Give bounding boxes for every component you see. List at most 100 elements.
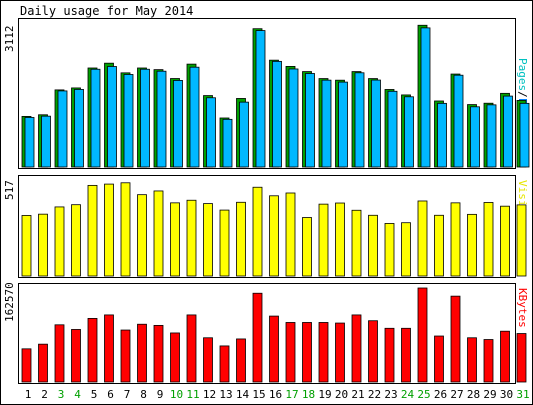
bar-visits-day-31 bbox=[516, 204, 527, 277]
x-tick-day-5: 5 bbox=[91, 388, 98, 401]
legend-text: KBytes bbox=[516, 288, 529, 328]
y-max-label-kbytes: 162570 bbox=[3, 282, 16, 322]
bars-kbytes bbox=[21, 287, 527, 383]
bar-visits-day-29 bbox=[483, 202, 494, 277]
bar-kbytes-day-1 bbox=[21, 348, 32, 383]
bar-visits-day-20 bbox=[335, 202, 345, 277]
bar-files-day-5 bbox=[90, 68, 101, 168]
bar-files-day-10 bbox=[173, 80, 183, 168]
bar-files-day-9 bbox=[156, 70, 167, 168]
y-max-label-visits: 517 bbox=[3, 180, 16, 200]
bar-visits-day-9 bbox=[153, 190, 164, 277]
bar-visits-day-17 bbox=[285, 192, 296, 277]
bar-visits-day-10 bbox=[170, 202, 180, 277]
bar-kbytes-day-5 bbox=[87, 318, 98, 383]
bar-visits-day-30 bbox=[500, 205, 510, 277]
bar-visits-day-7 bbox=[120, 182, 131, 277]
bar-visits-day-3 bbox=[54, 206, 65, 277]
x-tick-day-11: 11 bbox=[186, 388, 199, 401]
bar-visits-day-21 bbox=[351, 209, 362, 277]
x-tick-day-17: 17 bbox=[285, 388, 298, 401]
bar-kbytes-day-19 bbox=[318, 322, 329, 383]
x-tick-day-28: 28 bbox=[467, 388, 480, 401]
bar-visits-day-8 bbox=[137, 194, 147, 277]
x-tick-day-24: 24 bbox=[401, 388, 415, 401]
bar-files-day-24 bbox=[404, 96, 414, 168]
bar-kbytes-day-26 bbox=[434, 335, 444, 383]
chart-title: Daily usage for May 2014 bbox=[20, 4, 193, 18]
bar-kbytes-day-9 bbox=[153, 324, 164, 383]
bar-files-day-18 bbox=[305, 73, 315, 168]
x-tick-day-29: 29 bbox=[483, 388, 496, 401]
bar-visits-day-28 bbox=[467, 213, 477, 277]
legend-item-1: / bbox=[516, 91, 529, 98]
legend-item-0: Pages bbox=[516, 58, 529, 91]
bar-files-day-20 bbox=[338, 81, 348, 168]
bar-kbytes-day-15 bbox=[252, 292, 263, 383]
bar-kbytes-day-27 bbox=[450, 295, 461, 383]
bar-files-day-14 bbox=[239, 101, 249, 168]
bar-kbytes-day-8 bbox=[137, 323, 147, 383]
bar-files-day-6 bbox=[107, 66, 117, 168]
bar-files-day-30 bbox=[503, 95, 513, 168]
bar-visits-day-27 bbox=[450, 202, 461, 277]
x-tick-day-8: 8 bbox=[140, 388, 147, 401]
x-tick-day-16: 16 bbox=[269, 388, 282, 401]
panel-visits-frame bbox=[18, 175, 516, 278]
bar-kbytes-day-22 bbox=[368, 320, 378, 383]
bar-files-day-25 bbox=[420, 27, 431, 168]
bar-kbytes-day-24 bbox=[401, 327, 411, 383]
panel-kbytes-frame bbox=[18, 283, 516, 384]
x-tick-day-21: 21 bbox=[351, 388, 364, 401]
bar-visits-day-25 bbox=[417, 200, 428, 277]
bar-files-day-22 bbox=[371, 79, 381, 168]
bar-files-day-29 bbox=[486, 104, 497, 168]
bar-visits-day-16 bbox=[269, 195, 279, 277]
bar-kbytes-day-21 bbox=[351, 314, 362, 383]
bar-kbytes-day-12 bbox=[203, 337, 213, 383]
x-axis-day-labels: 1 2 3 4 5 6 7 8 9 10 11 12 13 14 15 16 17 18 19 20 21 22 23 24 2… bbox=[25, 388, 530, 401]
bars-visits bbox=[21, 182, 527, 277]
bar-kbytes-day-18 bbox=[302, 322, 312, 383]
bar-visits-day-12 bbox=[203, 203, 213, 277]
x-tick-day-26: 26 bbox=[434, 388, 447, 401]
x-tick-day-7: 7 bbox=[124, 388, 131, 401]
bar-kbytes-day-7 bbox=[120, 329, 131, 383]
bar-files-day-16 bbox=[272, 60, 282, 168]
bar-kbytes-day-20 bbox=[335, 322, 345, 383]
bar-files-day-2 bbox=[41, 115, 51, 168]
bar-files-day-11 bbox=[189, 66, 200, 168]
bar-visits-day-6 bbox=[104, 183, 114, 277]
bar-kbytes-day-30 bbox=[500, 330, 510, 383]
bar-kbytes-day-31 bbox=[516, 333, 527, 383]
bar-visits-day-14 bbox=[236, 201, 246, 277]
bar-visits-day-4 bbox=[71, 204, 81, 277]
bar-files-day-26 bbox=[437, 102, 447, 168]
x-tick-day-12: 12 bbox=[203, 388, 216, 401]
x-tick-day-4: 4 bbox=[74, 388, 81, 401]
bar-files-day-4 bbox=[74, 89, 84, 168]
x-tick-day-15: 15 bbox=[252, 388, 265, 401]
bar-visits-day-2 bbox=[38, 213, 48, 277]
bar-kbytes-day-4 bbox=[71, 329, 81, 383]
bar-files-day-7 bbox=[123, 74, 134, 168]
legend-item-0: KBytes bbox=[516, 288, 529, 328]
x-tick-day-18: 18 bbox=[302, 388, 315, 401]
bar-files-day-21 bbox=[354, 72, 365, 168]
bar-files-day-13 bbox=[222, 118, 233, 168]
bar-kbytes-day-16 bbox=[269, 315, 279, 383]
bar-kbytes-day-13 bbox=[219, 345, 230, 383]
bar-kbytes-day-6 bbox=[104, 314, 114, 383]
bar-files-day-15 bbox=[255, 30, 266, 168]
panel-visits: 517 Visits bbox=[3, 175, 529, 278]
bar-files-day-31 bbox=[519, 102, 530, 168]
x-tick-day-25: 25 bbox=[417, 388, 430, 401]
bar-kbytes-day-29 bbox=[483, 339, 494, 383]
bar-visits-day-22 bbox=[368, 214, 378, 277]
bar-kbytes-day-10 bbox=[170, 332, 180, 383]
x-tick-day-10: 10 bbox=[170, 388, 183, 401]
bars-hits-files-pages bbox=[21, 24, 530, 168]
bar-visits-day-15 bbox=[252, 186, 263, 277]
bar-files-day-3 bbox=[57, 90, 68, 168]
